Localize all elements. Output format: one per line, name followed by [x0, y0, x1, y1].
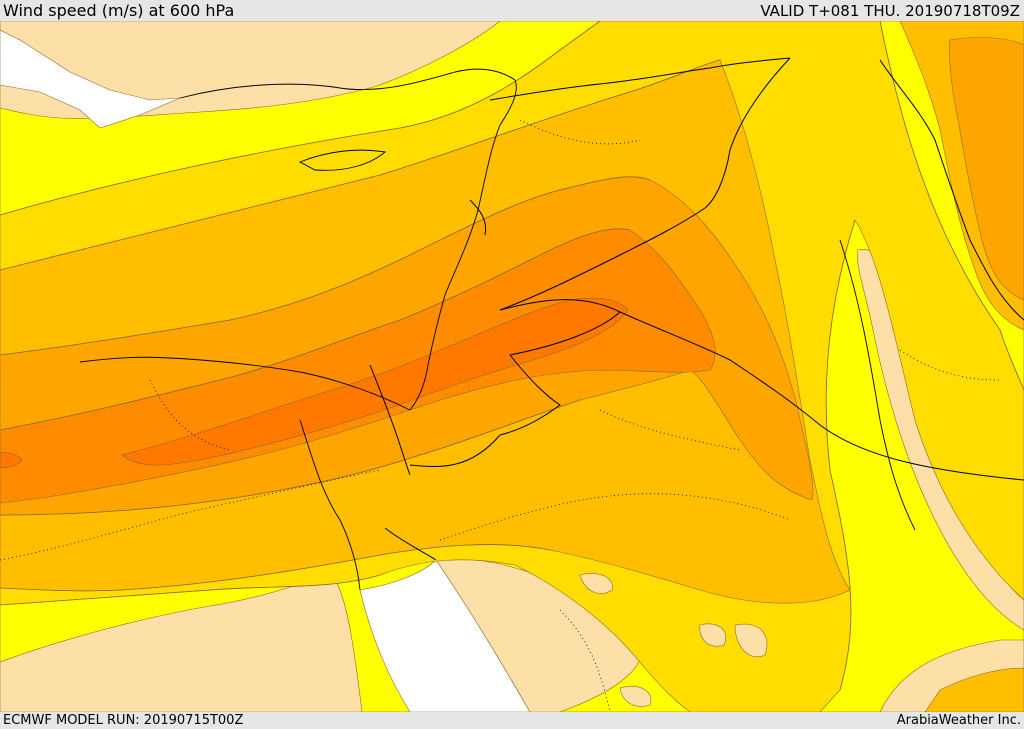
admin-line-1: [0, 469, 381, 561]
wind-core-orange-left: [0, 451, 23, 469]
wind-core-orange-dark: [121, 297, 629, 466]
border-turkey-syria: [489, 57, 791, 101]
contour-line-6: [0, 544, 551, 592]
admin-line-2: [599, 409, 741, 451]
wind-band-amber-southeast: [924, 667, 1024, 712]
border-lebanon: [469, 199, 487, 236]
border-saudi-iraq: [619, 311, 1024, 481]
patch-light-3: [734, 623, 768, 657]
patch-light-4: [619, 685, 652, 707]
patch-light-1: [579, 573, 613, 594]
coastline-egypt-north: [79, 356, 411, 411]
coastline-sinai-west: [299, 419, 361, 591]
coastline-anatolia: [179, 68, 517, 126]
border-syria-iraq: [499, 57, 791, 311]
low-wind-area-red-sea-west: [0, 571, 363, 712]
border-jordan: [499, 299, 621, 436]
header-bar: Wind speed (m/s) at 600 hPa VALID T+081 …: [0, 0, 1024, 21]
coastline-cyprus: [298, 149, 387, 171]
contour-line-1: [0, 21, 601, 216]
coastline-persian-gulf: [839, 239, 916, 531]
footer-bar: ECMWF MODEL RUN: 20190715T00Z ArabiaWeat…: [0, 712, 1024, 729]
border-israel-egypt: [369, 364, 411, 476]
patch-light-2: [699, 623, 726, 647]
border-iran-iraq: [879, 59, 1024, 321]
map-title: Wind speed (m/s) at 600 hPa: [3, 1, 235, 20]
contour-line-7: [0, 574, 381, 606]
contour-line-4: [0, 228, 631, 431]
model-run: ECMWF MODEL RUN: 20190715T00Z: [3, 713, 244, 728]
admin-line-5: [149, 379, 231, 451]
contour-line-8: [825, 219, 856, 691]
coastline-red-sea-east: [384, 527, 437, 561]
calm-area-red-sea: [359, 559, 531, 712]
contour-line-9: [879, 21, 1024, 391]
coastline-levant: [409, 124, 501, 411]
contour-line-5: [0, 399, 581, 516]
calm-area-aegean: [0, 29, 181, 129]
admin-line-7: [559, 609, 611, 712]
credit-text: ArabiaWeather Inc.: [896, 713, 1021, 728]
contour-line-2: [0, 59, 721, 271]
contour-line-3: [0, 176, 651, 356]
wind-band-orange-northeast: [949, 37, 1024, 301]
valid-time: VALID T+081 THU. 20190718T09Z: [760, 2, 1020, 20]
wind-speed-map: [0, 21, 1024, 712]
border-jordan-saudi: [409, 434, 501, 468]
